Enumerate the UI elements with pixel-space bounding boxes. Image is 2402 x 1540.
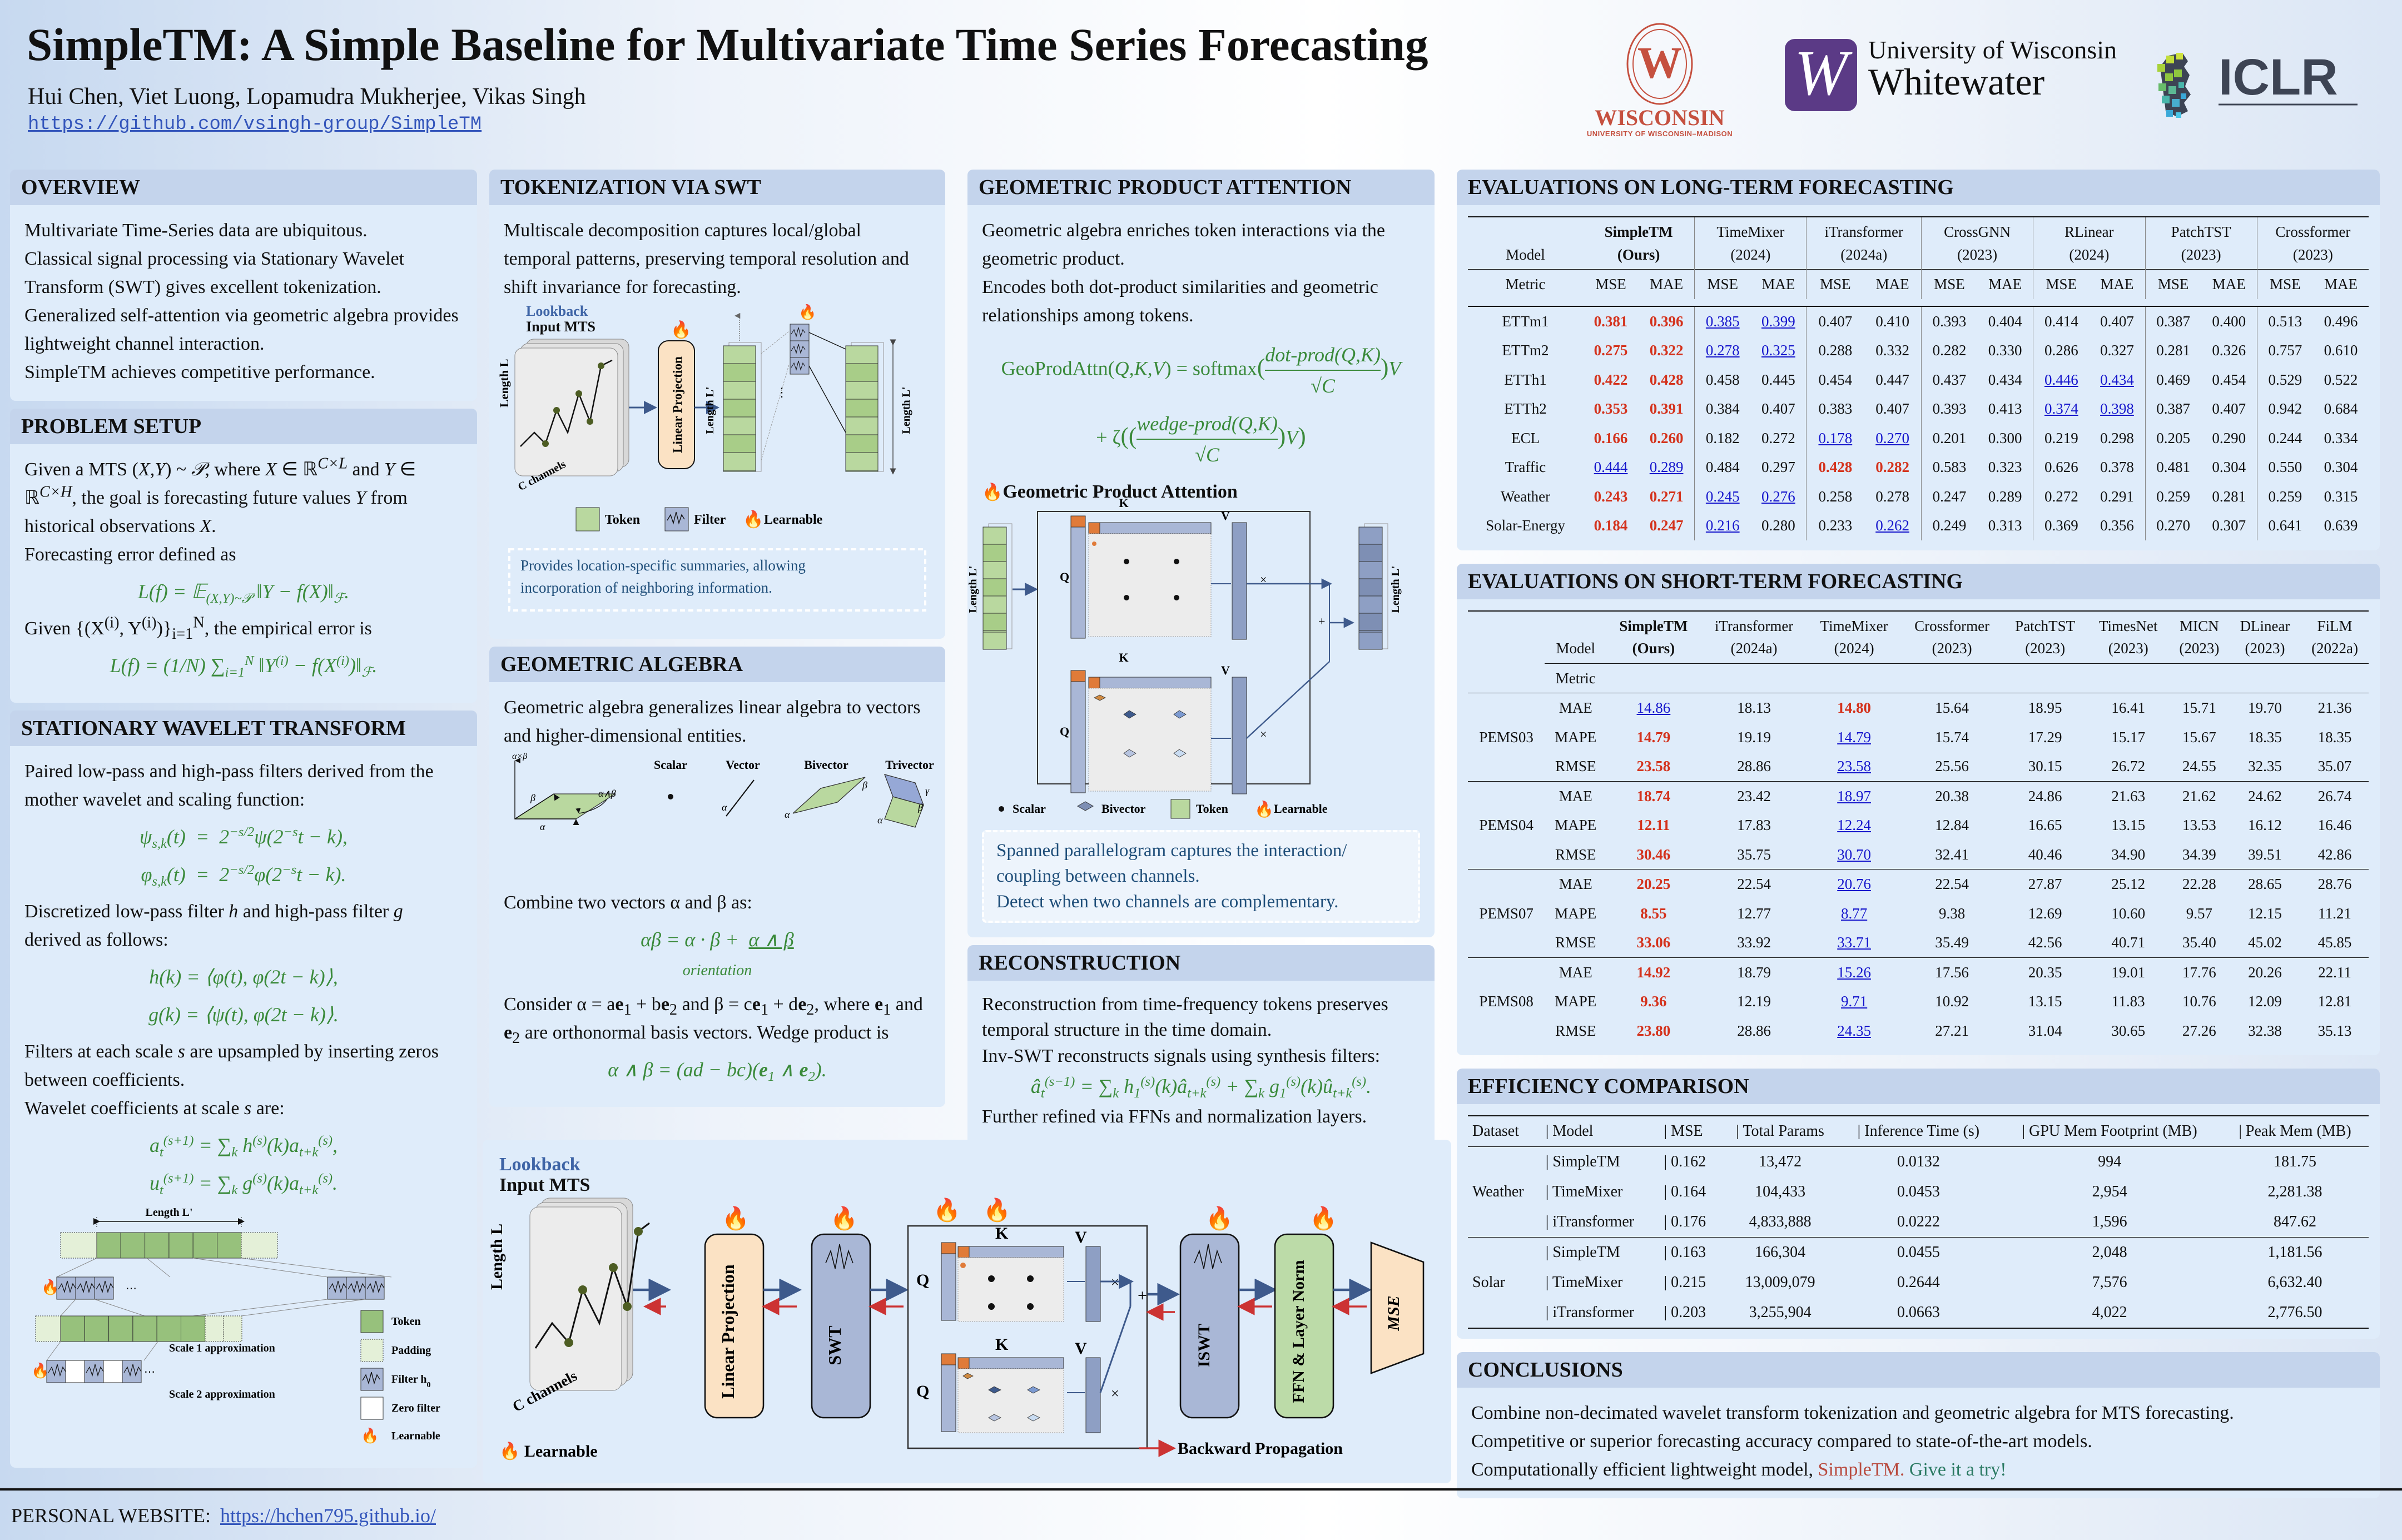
svg-text:Lookback: Lookback bbox=[499, 1154, 580, 1175]
svg-text:Length L': Length L' bbox=[1389, 565, 1402, 613]
svg-text:Input MTS: Input MTS bbox=[526, 319, 595, 335]
svg-text:ISWT: ISWT bbox=[1195, 1324, 1213, 1367]
svg-text:Token: Token bbox=[391, 1315, 421, 1328]
svg-text:α×β: α×β bbox=[512, 752, 527, 761]
svg-text:ICLR: ICLR bbox=[2219, 49, 2338, 106]
svg-text:Trivector: Trivector bbox=[885, 758, 934, 772]
svg-text:α: α bbox=[877, 814, 883, 826]
svg-text:Length L: Length L bbox=[497, 359, 511, 408]
svg-text:Zero filter: Zero filter bbox=[391, 1402, 440, 1414]
svg-text:WISCONSIN: WISCONSIN bbox=[1595, 105, 1725, 130]
svg-text:🔥: 🔥 bbox=[933, 1197, 961, 1223]
svg-text:SWT: SWT bbox=[825, 1325, 845, 1365]
svg-text:🔥: 🔥 bbox=[983, 1197, 1011, 1223]
svg-text:🔥: 🔥 bbox=[361, 1427, 379, 1444]
svg-text:Length L': Length L' bbox=[967, 565, 979, 613]
svg-text:W: W bbox=[1637, 39, 1682, 88]
svg-text:Learnable: Learnable bbox=[1274, 802, 1328, 816]
svg-text:UNIVERSITY OF WISCONSIN–MADISO: UNIVERSITY OF WISCONSIN–MADISON bbox=[1587, 130, 1733, 138]
svg-text:Filter h0: Filter h0 bbox=[391, 1373, 431, 1389]
svg-text:β: β bbox=[917, 802, 923, 813]
svg-text:Length L': Length L' bbox=[900, 386, 912, 434]
svg-text:V: V bbox=[1221, 663, 1230, 677]
svg-text:Length L': Length L' bbox=[145, 1206, 192, 1219]
svg-text:×: × bbox=[1260, 573, 1267, 587]
svg-text:K: K bbox=[995, 1335, 1009, 1354]
svg-text:W: W bbox=[1794, 38, 1853, 108]
svg-text:⋯: ⋯ bbox=[144, 1366, 155, 1378]
svg-text:Whitewater: Whitewater bbox=[1868, 61, 2045, 103]
svg-text:🔥: 🔥 bbox=[1309, 1205, 1337, 1231]
svg-text:K: K bbox=[1119, 650, 1128, 664]
svg-text:α: α bbox=[540, 821, 545, 832]
svg-text:incorporation of neighboring i: incorporation of neighboring information… bbox=[520, 579, 772, 596]
svg-text:α∧β: α∧β bbox=[598, 788, 616, 799]
svg-text:Bivector: Bivector bbox=[804, 758, 848, 772]
svg-text:🔥: 🔥 bbox=[743, 509, 763, 529]
svg-text:⋯: ⋯ bbox=[126, 1283, 137, 1295]
svg-text:🔥: 🔥 bbox=[798, 304, 816, 320]
svg-text:⋮: ⋮ bbox=[776, 385, 788, 399]
svg-text:α: α bbox=[785, 809, 790, 820]
svg-text:MSE: MSE bbox=[1384, 1295, 1403, 1331]
svg-text:Scalar: Scalar bbox=[1013, 802, 1046, 816]
svg-text:β: β bbox=[862, 779, 867, 791]
svg-text:Q: Q bbox=[1060, 570, 1069, 584]
svg-text:α: α bbox=[722, 802, 727, 813]
svg-text:Backward Propagation: Backward Propagation bbox=[1178, 1439, 1343, 1458]
svg-text:K: K bbox=[1119, 496, 1128, 510]
svg-text:University of Wisconsin: University of Wisconsin bbox=[1868, 36, 2117, 64]
svg-text:V: V bbox=[1075, 1228, 1087, 1246]
svg-text:β: β bbox=[530, 792, 535, 803]
svg-text:🔥: 🔥 bbox=[1205, 1205, 1233, 1231]
svg-text:Filter: Filter bbox=[694, 513, 726, 527]
svg-text:Q: Q bbox=[916, 1382, 929, 1400]
svg-text:Length L: Length L bbox=[488, 1224, 506, 1290]
svg-text:K: K bbox=[995, 1224, 1009, 1243]
svg-text:Learnable: Learnable bbox=[391, 1430, 440, 1442]
svg-text:🔥: 🔥 bbox=[671, 320, 691, 339]
svg-text:Token: Token bbox=[1196, 802, 1228, 816]
svg-text:Provides location-specific sum: Provides location-specific summaries, al… bbox=[520, 557, 806, 574]
svg-text:×: × bbox=[1260, 727, 1267, 741]
svg-text:Length L': Length L' bbox=[704, 386, 716, 434]
svg-text:Linear Projection: Linear Projection bbox=[671, 356, 684, 453]
svg-text:Scale 1 approximation: Scale 1 approximation bbox=[169, 1342, 275, 1354]
svg-text:Lookback: Lookback bbox=[526, 303, 588, 319]
svg-text:γ: γ bbox=[925, 785, 930, 796]
svg-text:+: + bbox=[1138, 1286, 1147, 1305]
svg-text:FFN & Layer Norm: FFN & Layer Norm bbox=[1289, 1260, 1308, 1403]
svg-text:Padding: Padding bbox=[391, 1344, 431, 1357]
svg-text:Linear Projection: Linear Projection bbox=[718, 1264, 738, 1399]
svg-text:Learnable: Learnable bbox=[764, 513, 823, 527]
svg-text:🔥: 🔥 bbox=[41, 1279, 59, 1295]
svg-text:Token: Token bbox=[605, 513, 640, 527]
svg-text:×: × bbox=[1111, 1385, 1119, 1402]
svg-text:🔥 Learnable: 🔥 Learnable bbox=[499, 1441, 598, 1460]
svg-text:+: + bbox=[1318, 614, 1325, 628]
svg-text:🔥: 🔥 bbox=[31, 1362, 49, 1379]
svg-text:V: V bbox=[1221, 509, 1230, 523]
svg-text:Vector: Vector bbox=[726, 758, 760, 772]
svg-text:Q: Q bbox=[1060, 724, 1069, 738]
svg-text:🔥: 🔥 bbox=[830, 1205, 858, 1231]
svg-text:Q: Q bbox=[916, 1271, 929, 1289]
svg-text:Scalar: Scalar bbox=[654, 758, 687, 772]
svg-text:Bivector: Bivector bbox=[1101, 802, 1146, 816]
svg-text:Input MTS: Input MTS bbox=[499, 1175, 590, 1195]
svg-text:🔥: 🔥 bbox=[722, 1205, 750, 1231]
svg-text:V: V bbox=[1075, 1339, 1087, 1358]
svg-text:Scale 2 approximation: Scale 2 approximation bbox=[169, 1388, 275, 1400]
svg-text:🔥: 🔥 bbox=[1254, 800, 1274, 818]
